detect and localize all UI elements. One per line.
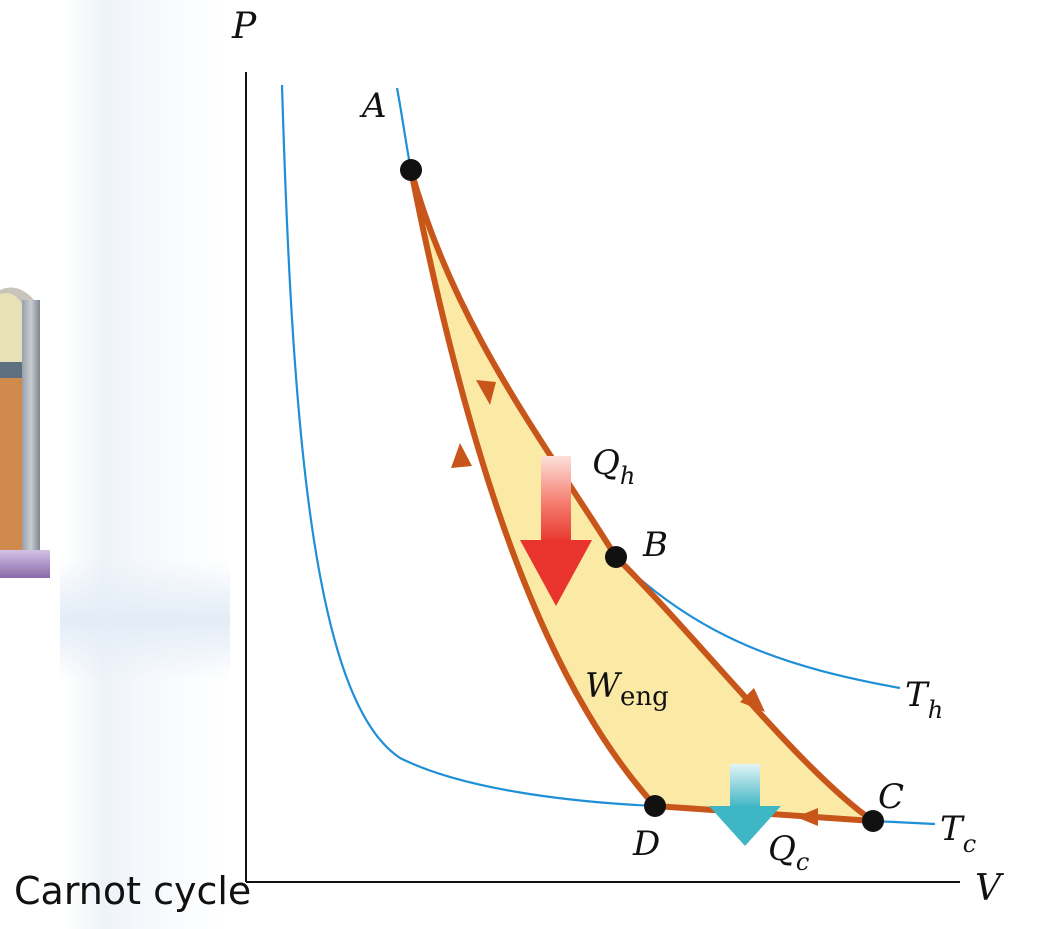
heat-out-arrow [709,764,781,846]
piston-cylinder-illustration [0,287,50,578]
cold-isotherm-label: Tc [940,809,976,858]
adiabatic-compression-da [408,167,658,809]
heat-in-arrow [520,456,592,606]
isothermal-expansion-ab [408,167,619,560]
heat-in-label: Qh [592,443,635,490]
y-axis-label: P [231,6,257,47]
work-label: Weng [585,666,669,712]
point-d-marker [644,795,666,817]
cycle-arrow-cd [796,808,818,826]
point-c-marker [862,810,884,832]
cycle-arrow-bc [740,688,765,712]
point-b-label: B [642,525,668,565]
point-d-label: D [632,824,660,864]
point-a-label: A [359,86,387,126]
isotherm-cold-curve [280,84,936,826]
background-band [60,560,230,680]
heat-out-label: Qc [768,829,809,876]
cycle-arrow-ab [476,380,496,405]
hot-isotherm-label: Th [905,675,943,724]
caption: Carnot cycle [14,869,252,913]
point-a-marker [400,159,422,181]
work-region [411,170,873,821]
x-axis-label: V [975,868,1005,909]
cycle-arrow-da [451,443,472,468]
point-b-marker [605,546,627,568]
point-c-label: C [878,777,904,817]
